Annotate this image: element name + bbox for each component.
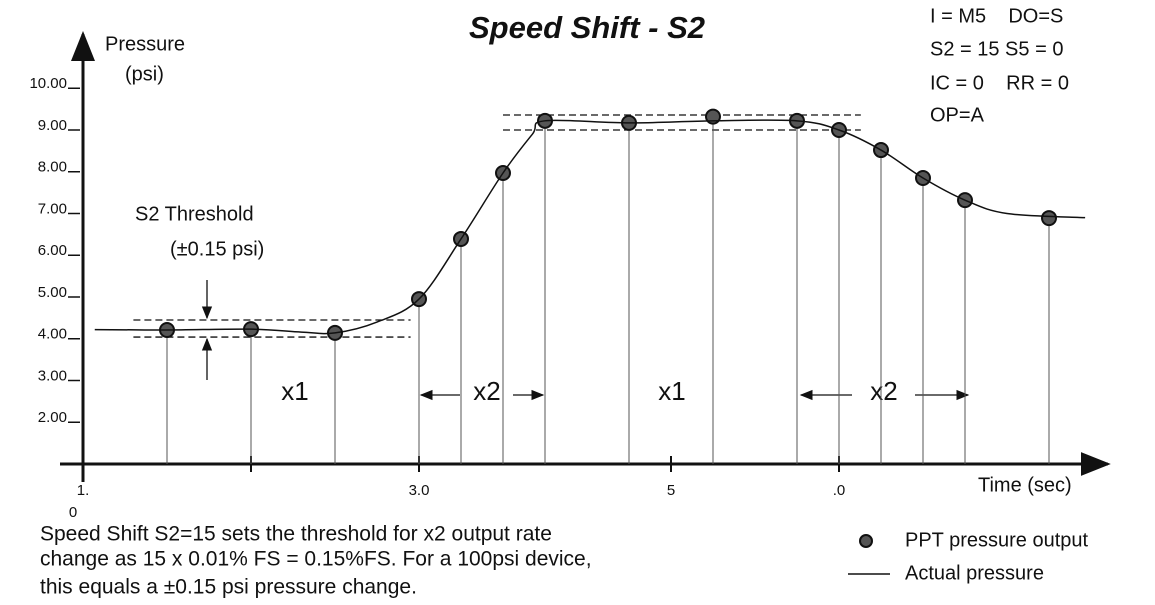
y-tick-label: 6.00 <box>38 242 67 259</box>
annotation: x1 <box>281 376 308 406</box>
x-tick-label: .0 <box>833 482 846 499</box>
annotation: x2 <box>870 376 897 406</box>
note-line: Speed Shift S2=15 sets the threshold for… <box>40 523 552 546</box>
y-tick-label: 3.00 <box>38 367 67 384</box>
annotation: (±0.15 psi) <box>170 238 264 260</box>
arrows <box>201 280 970 401</box>
ppt-point <box>1041 210 1057 227</box>
x-axis-label: Time (sec) <box>978 474 1072 496</box>
annotation: x1 <box>658 376 685 406</box>
legend-label: PPT pressure output <box>905 529 1089 551</box>
y-tick-label: 5.00 <box>38 284 67 301</box>
legend-label: Actual pressure <box>905 562 1044 584</box>
y-tick-label: 9.00 <box>38 117 67 134</box>
note-line: this equals a ±0.15 psi pressure change. <box>40 576 417 599</box>
y-axis-label: (psi) <box>125 63 164 85</box>
note-line: change as 15 x 0.01% FS = 0.15%FS. For a… <box>40 548 592 571</box>
info-line: OP=A <box>930 104 985 126</box>
y-tick-label: 4.00 <box>38 326 67 343</box>
annotation: x2 <box>473 376 500 406</box>
info-line: S2 = 15 S5 = 0 <box>930 38 1063 60</box>
y-tick-label: 8.00 <box>38 159 67 176</box>
x-tick-label: 1. 0 <box>69 482 89 521</box>
y-tick-label: 10.00 <box>29 75 67 92</box>
info-line: I = M5 DO=S <box>930 5 1063 27</box>
actual-pressure-line <box>94 119 1086 335</box>
chart-title: Speed Shift - S2 <box>469 10 705 45</box>
y-axis-label: Pressure <box>105 33 185 55</box>
annotation: S2 Threshold <box>135 203 254 225</box>
x-tick-label: 5 <box>667 482 675 499</box>
x-tick-label: 3.0 <box>409 482 430 499</box>
y-tick-label: 7.00 <box>38 200 67 217</box>
legend-marker <box>859 534 873 548</box>
y-tick-label: 2.00 <box>38 409 67 426</box>
info-line: IC = 0 RR = 0 <box>930 72 1069 94</box>
